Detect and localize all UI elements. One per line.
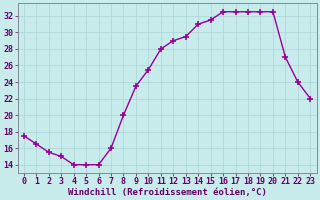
X-axis label: Windchill (Refroidissement éolien,°C): Windchill (Refroidissement éolien,°C) (68, 188, 267, 197)
